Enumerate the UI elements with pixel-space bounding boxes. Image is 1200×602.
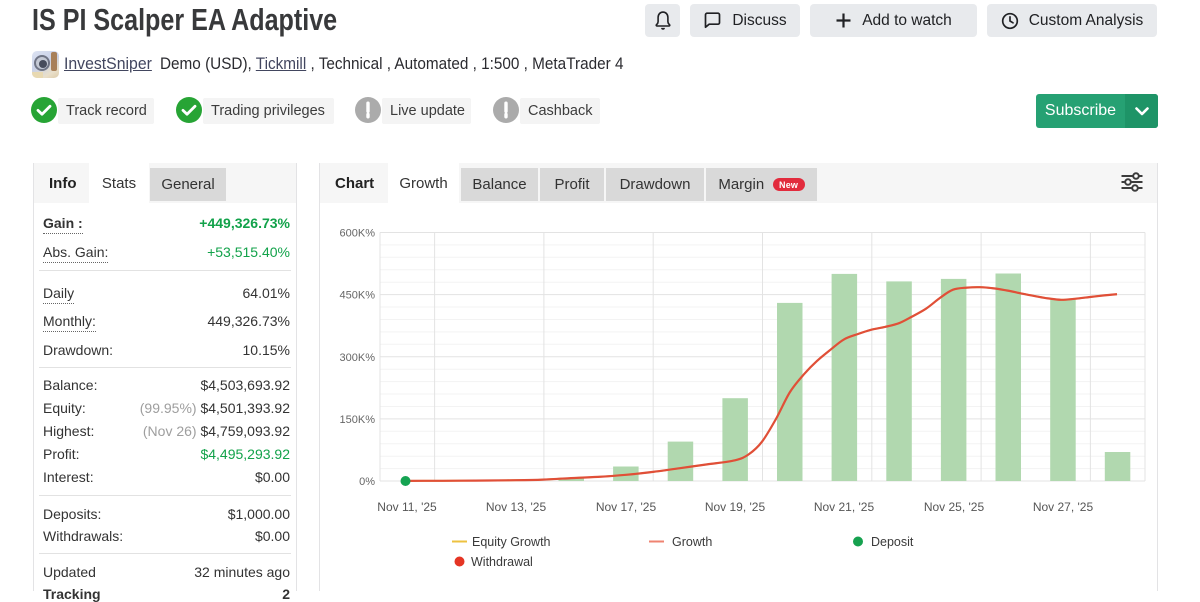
svg-text:Nov 25, '25: Nov 25, '25	[924, 500, 985, 514]
svg-text:Deposit: Deposit	[871, 535, 914, 549]
svg-text:Equity Growth: Equity Growth	[472, 535, 551, 549]
svg-text:Growth: Growth	[672, 535, 712, 549]
svg-text:300K%: 300K%	[340, 352, 376, 364]
svg-text:Nov 27, '25: Nov 27, '25	[1033, 500, 1094, 514]
svg-text:150K%: 150K%	[340, 414, 376, 426]
svg-text:Nov 13, '25: Nov 13, '25	[486, 500, 547, 514]
svg-text:Nov 19, '25: Nov 19, '25	[705, 500, 766, 514]
svg-text:600K%: 600K%	[340, 228, 376, 240]
svg-text:0%: 0%	[359, 476, 375, 488]
svg-text:Nov 21, '25: Nov 21, '25	[814, 500, 875, 514]
svg-text:Nov 11, '25: Nov 11, '25	[377, 500, 437, 514]
svg-text:Nov 17, '25: Nov 17, '25	[596, 500, 657, 514]
svg-text:Withdrawal: Withdrawal	[471, 555, 533, 569]
svg-text:450K%: 450K%	[340, 290, 376, 302]
